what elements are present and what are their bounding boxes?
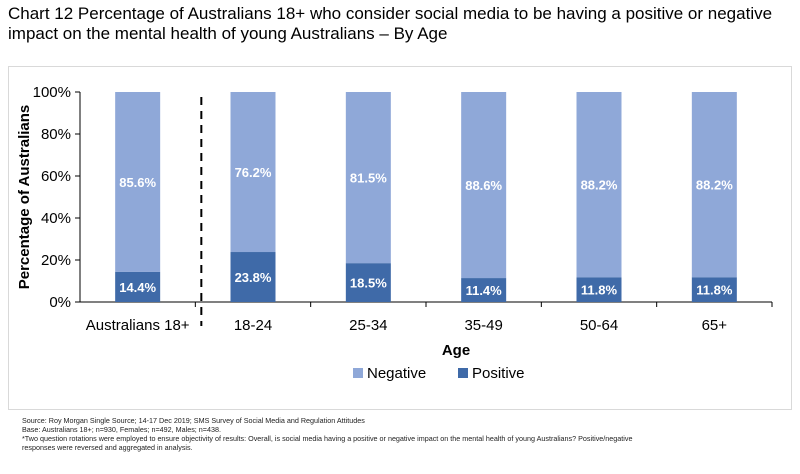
bar-positive — [576, 277, 622, 302]
chart-title-line-1: Chart 12 Percentage of Australians 18+ w… — [8, 4, 773, 23]
x-axis-title: Age — [442, 342, 470, 359]
chart-footer: Source: Roy Morgan Single Source; 14-17 … — [22, 416, 792, 452]
bar-positive — [115, 271, 161, 302]
legend-label-negative: Negative — [367, 365, 426, 382]
y-tick-label: 80% — [41, 126, 71, 143]
legend-swatch-positive — [458, 368, 468, 378]
data-label-negative: 76.2% — [235, 165, 272, 180]
bar-positive — [230, 252, 276, 302]
footer-note-line-1: *Two question rotations were employed to… — [22, 434, 633, 443]
data-label-positive: 18.5% — [350, 276, 387, 291]
data-label-negative: 88.6% — [465, 178, 502, 193]
bar-negative — [115, 92, 161, 272]
chart-title-line-2: impact on the mental health of young Aus… — [8, 24, 448, 43]
chart-frame — [8, 66, 792, 410]
data-label-positive: 14.4% — [119, 280, 156, 295]
bar-negative — [576, 92, 622, 278]
legend-swatch-negative — [353, 368, 363, 378]
bar-positive — [461, 278, 507, 302]
bar-positive — [345, 263, 391, 302]
bar-positive — [691, 277, 737, 302]
bar-negative — [345, 92, 391, 264]
footer-base: Base: Australians 18+; n=930, Females; n… — [22, 425, 221, 434]
x-tick-label: 25-34 — [349, 317, 387, 334]
data-label-negative: 85.6% — [119, 175, 156, 190]
x-tick-label: 65+ — [702, 317, 728, 334]
chart-title: Chart 12 Percentage of Australians 18+ w… — [8, 4, 788, 44]
x-tick-label: Australians 18+ — [86, 317, 190, 334]
data-label-negative: 88.2% — [696, 178, 733, 193]
x-tick-label: 50-64 — [580, 317, 618, 334]
bar-negative — [230, 92, 276, 253]
y-tick-label: 20% — [41, 252, 71, 269]
data-label-positive: 11.8% — [581, 283, 618, 298]
footer-source: Source: Roy Morgan Single Source; 14-17 … — [22, 416, 365, 425]
y-tick-label: 0% — [49, 294, 71, 311]
stacked-bar-chart: 0% 20% 40% 60% 80% 100%Percentage of Australi… — [16, 84, 773, 382]
footer-note-line-2: responses were reversed and aggregated i… — [22, 443, 193, 452]
bar-negative — [461, 92, 507, 279]
data-label-positive: 11.4% — [466, 283, 503, 298]
data-label-negative: 81.5% — [350, 171, 387, 186]
y-tick-label: 100% — [33, 84, 71, 101]
data-label-positive: 23.8% — [235, 270, 272, 285]
x-tick-label: 35-49 — [464, 317, 502, 334]
x-tick-label: 18-24 — [234, 317, 272, 334]
y-axis-title: Percentage of Australians — [16, 105, 33, 290]
y-tick-label: 60% — [41, 168, 71, 185]
data-label-positive: 11.8% — [696, 283, 733, 298]
legend-label-positive: Positive — [472, 365, 525, 382]
y-tick-label: 40% — [41, 210, 71, 227]
bar-negative — [691, 92, 737, 278]
data-label-negative: 88.2% — [581, 178, 618, 193]
